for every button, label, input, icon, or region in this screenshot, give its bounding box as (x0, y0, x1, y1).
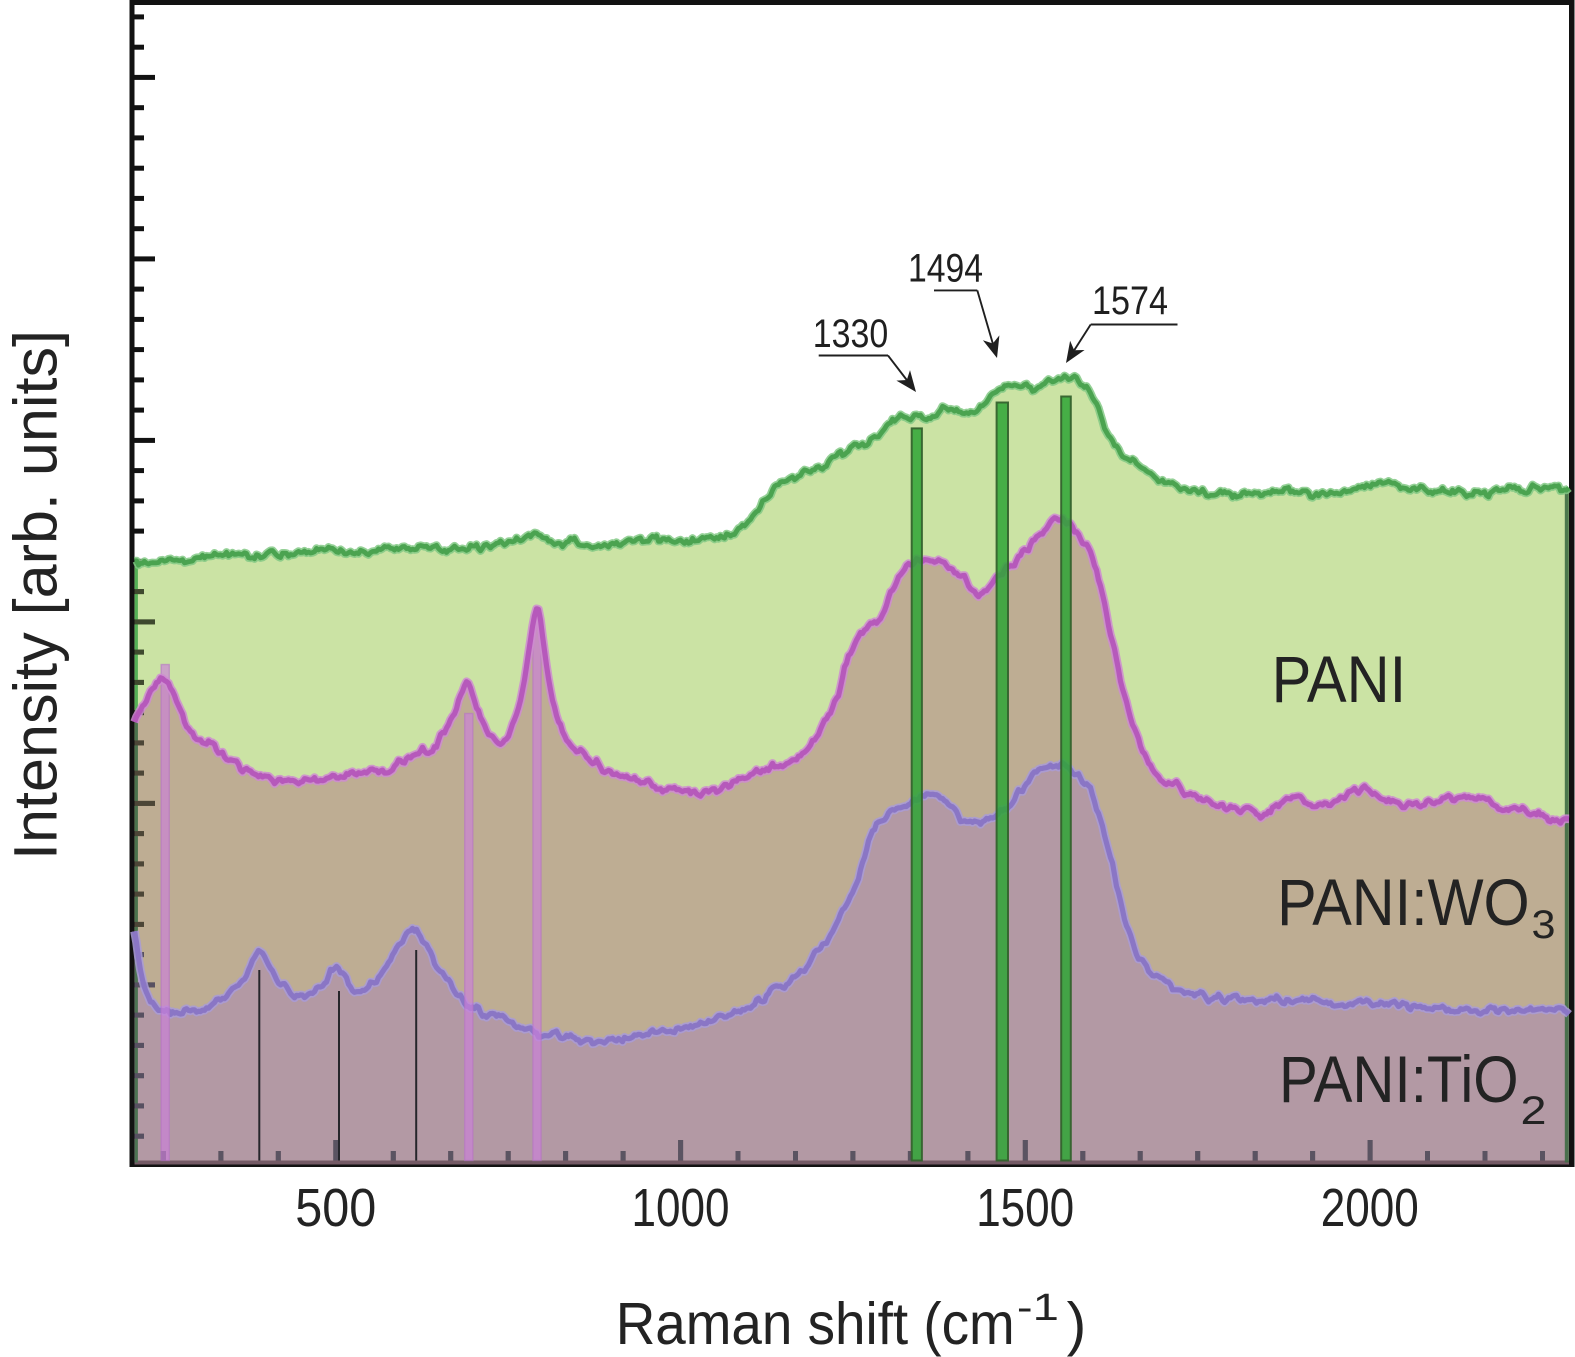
svg-text:1500: 1500 (976, 1178, 1074, 1238)
svg-text:): ) (1067, 1291, 1087, 1357)
svg-text:1494: 1494 (908, 247, 983, 291)
svg-text:1574: 1574 (1092, 279, 1168, 323)
svg-text:3: 3 (1532, 903, 1556, 947)
svg-text:1000: 1000 (632, 1178, 730, 1238)
svg-text:PANI: PANI (1272, 642, 1407, 716)
svg-text:Raman shift (cm: Raman shift (cm (616, 1291, 1015, 1357)
svg-text:2000: 2000 (1321, 1178, 1419, 1238)
svg-text:PANI:WO: PANI:WO (1277, 865, 1530, 939)
svg-text:2: 2 (1521, 1089, 1547, 1133)
svg-text:PANI:TiO: PANI:TiO (1279, 1042, 1519, 1116)
svg-text:1330: 1330 (813, 312, 889, 356)
svg-text:Intensity [arb. units]: Intensity [arb. units] (2, 330, 70, 860)
svg-text:-1: -1 (1017, 1287, 1059, 1329)
svg-text:500: 500 (295, 1178, 376, 1238)
